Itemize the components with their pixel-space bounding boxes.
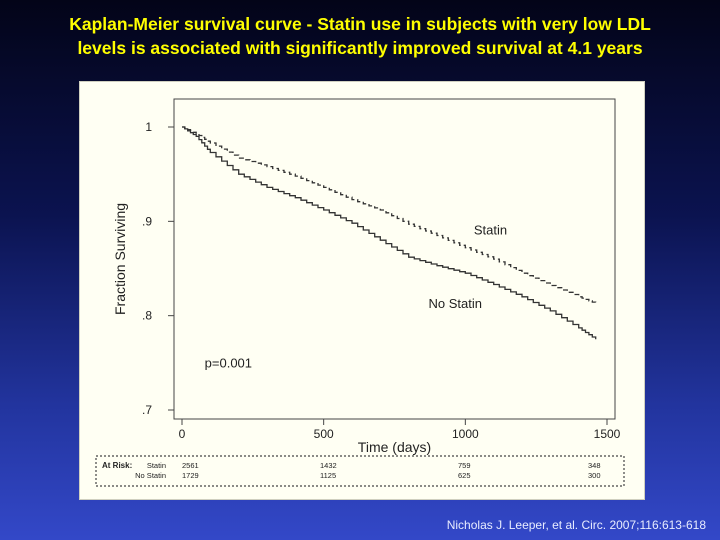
- series-label-no-statin: No Statin: [429, 296, 482, 311]
- slide-title: Kaplan-Meier survival curve - Statin use…: [0, 12, 720, 60]
- at-risk-count: 759: [458, 461, 471, 470]
- slide-title-line-1: Kaplan-Meier survival curve - Statin use…: [69, 14, 651, 34]
- at-risk-label: At Risk:: [102, 461, 132, 470]
- at-risk-count: 2561: [182, 461, 199, 470]
- series-label-statin: Statin: [474, 223, 507, 238]
- slide-title-line-2: levels is associated with significantly …: [77, 38, 643, 58]
- y-tick-label: .8: [142, 309, 152, 323]
- series-line-no-statin: [182, 126, 597, 340]
- series-line-statin: [182, 126, 597, 304]
- citation: Nicholas J. Leeper, et al. Circ. 2007;11…: [446, 518, 706, 532]
- y-tick-label: 1: [145, 120, 152, 134]
- at-risk-count: 348: [588, 461, 601, 470]
- x-tick-label: 1500: [594, 427, 621, 441]
- p-value-annotation: p=0.001: [205, 356, 252, 371]
- y-axis-label: Fraction Surviving: [112, 203, 128, 315]
- x-tick-label: 0: [179, 427, 186, 441]
- at-risk-count: 1729: [182, 471, 199, 480]
- x-axis-label: Time (days): [358, 439, 431, 455]
- plot-frame: [173, 98, 616, 420]
- at-risk-count: 300: [588, 471, 601, 480]
- kaplan-meier-chart: 1 .9 .8 .7 0 500 1000 1500 Time (days) Fraction S…: [95, 98, 625, 487]
- at-risk-row-name: No Statin: [135, 471, 166, 480]
- at-risk-count: 625: [458, 471, 471, 480]
- at-risk-row-name: Statin: [147, 461, 166, 470]
- x-tick-label: 1000: [452, 427, 479, 441]
- at-risk-table: [95, 455, 625, 487]
- figure-panel: 1 .9 .8 .7 0 500 1000 1500 Time (days) Fraction S…: [79, 81, 645, 500]
- y-tick-label: .9: [142, 214, 152, 228]
- at-risk-count: 1432: [320, 461, 337, 470]
- x-tick-label: 500: [314, 427, 334, 441]
- at-risk-count: 1125: [320, 471, 336, 480]
- y-tick-label: .7: [142, 403, 152, 417]
